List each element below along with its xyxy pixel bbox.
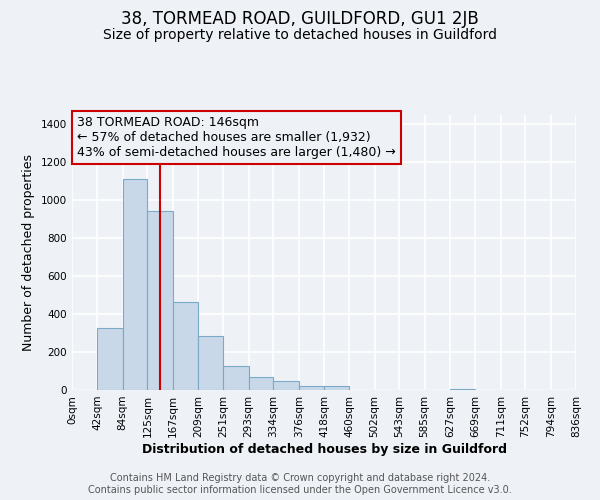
Text: 38, TORMEAD ROAD, GUILDFORD, GU1 2JB: 38, TORMEAD ROAD, GUILDFORD, GU1 2JB — [121, 10, 479, 28]
Bar — [148, 211, 173, 390]
Text: Size of property relative to detached houses in Guildford: Size of property relative to detached ho… — [103, 28, 497, 42]
Bar — [223, 366, 248, 390]
Bar — [198, 336, 223, 390]
Y-axis label: Number of detached properties: Number of detached properties — [22, 154, 35, 351]
Bar — [248, 376, 274, 390]
Bar — [173, 302, 198, 390]
Text: 38 TORMEAD ROAD: 146sqm
← 57% of detached houses are smaller (1,932)
43% of semi: 38 TORMEAD ROAD: 146sqm ← 57% of detache… — [77, 116, 396, 160]
Bar — [299, 386, 324, 390]
Text: Distribution of detached houses by size in Guildford: Distribution of detached houses by size … — [142, 442, 506, 456]
Bar — [122, 178, 148, 390]
Bar — [324, 386, 349, 390]
Text: Contains HM Land Registry data © Crown copyright and database right 2024.
Contai: Contains HM Land Registry data © Crown c… — [88, 474, 512, 495]
Bar — [450, 389, 475, 390]
Bar — [97, 328, 122, 390]
Bar — [274, 382, 299, 390]
